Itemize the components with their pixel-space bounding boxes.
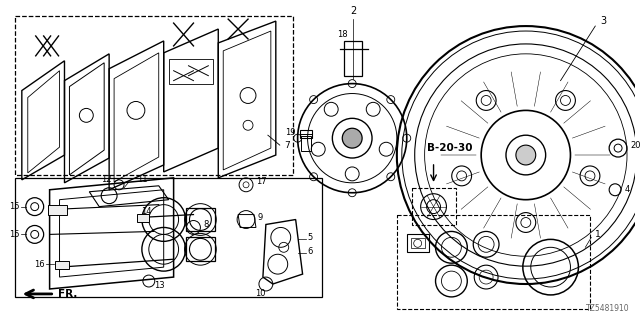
Text: 19: 19 <box>285 128 296 137</box>
Text: 11: 11 <box>137 175 147 184</box>
Text: B-20-30: B-20-30 <box>427 143 472 153</box>
Bar <box>344 41 362 76</box>
Bar <box>411 238 424 248</box>
Bar <box>412 188 456 226</box>
Text: TZ5481910: TZ5481910 <box>586 304 630 313</box>
Bar <box>15 16 292 175</box>
Text: 12: 12 <box>100 175 111 184</box>
Bar <box>186 208 215 231</box>
Bar <box>54 261 70 269</box>
Circle shape <box>516 145 536 165</box>
Text: 15: 15 <box>10 202 20 211</box>
Text: 20: 20 <box>630 140 640 150</box>
Circle shape <box>342 128 362 148</box>
Bar <box>301 136 310 151</box>
Bar <box>47 205 67 215</box>
Text: 18: 18 <box>337 29 348 38</box>
Bar <box>186 237 215 261</box>
Text: 7: 7 <box>284 140 289 150</box>
Text: 13: 13 <box>154 281 164 290</box>
Text: 6: 6 <box>308 247 313 256</box>
Bar <box>300 130 312 138</box>
Text: 3: 3 <box>600 16 606 26</box>
Text: 8: 8 <box>204 220 209 229</box>
Text: 15: 15 <box>10 230 20 239</box>
Bar <box>169 59 213 84</box>
Text: 9: 9 <box>258 213 263 222</box>
Bar <box>397 215 590 309</box>
Text: 4: 4 <box>625 185 630 194</box>
Bar <box>137 213 149 221</box>
Text: 10: 10 <box>255 289 265 299</box>
Bar <box>407 235 429 252</box>
Bar <box>15 178 323 297</box>
Text: 17: 17 <box>256 177 267 186</box>
Text: FR.: FR. <box>58 289 77 299</box>
Text: 16: 16 <box>34 260 45 269</box>
Text: 2: 2 <box>350 6 356 16</box>
Text: 5: 5 <box>308 233 313 242</box>
Text: 1: 1 <box>595 230 601 239</box>
Text: 14: 14 <box>141 207 152 216</box>
